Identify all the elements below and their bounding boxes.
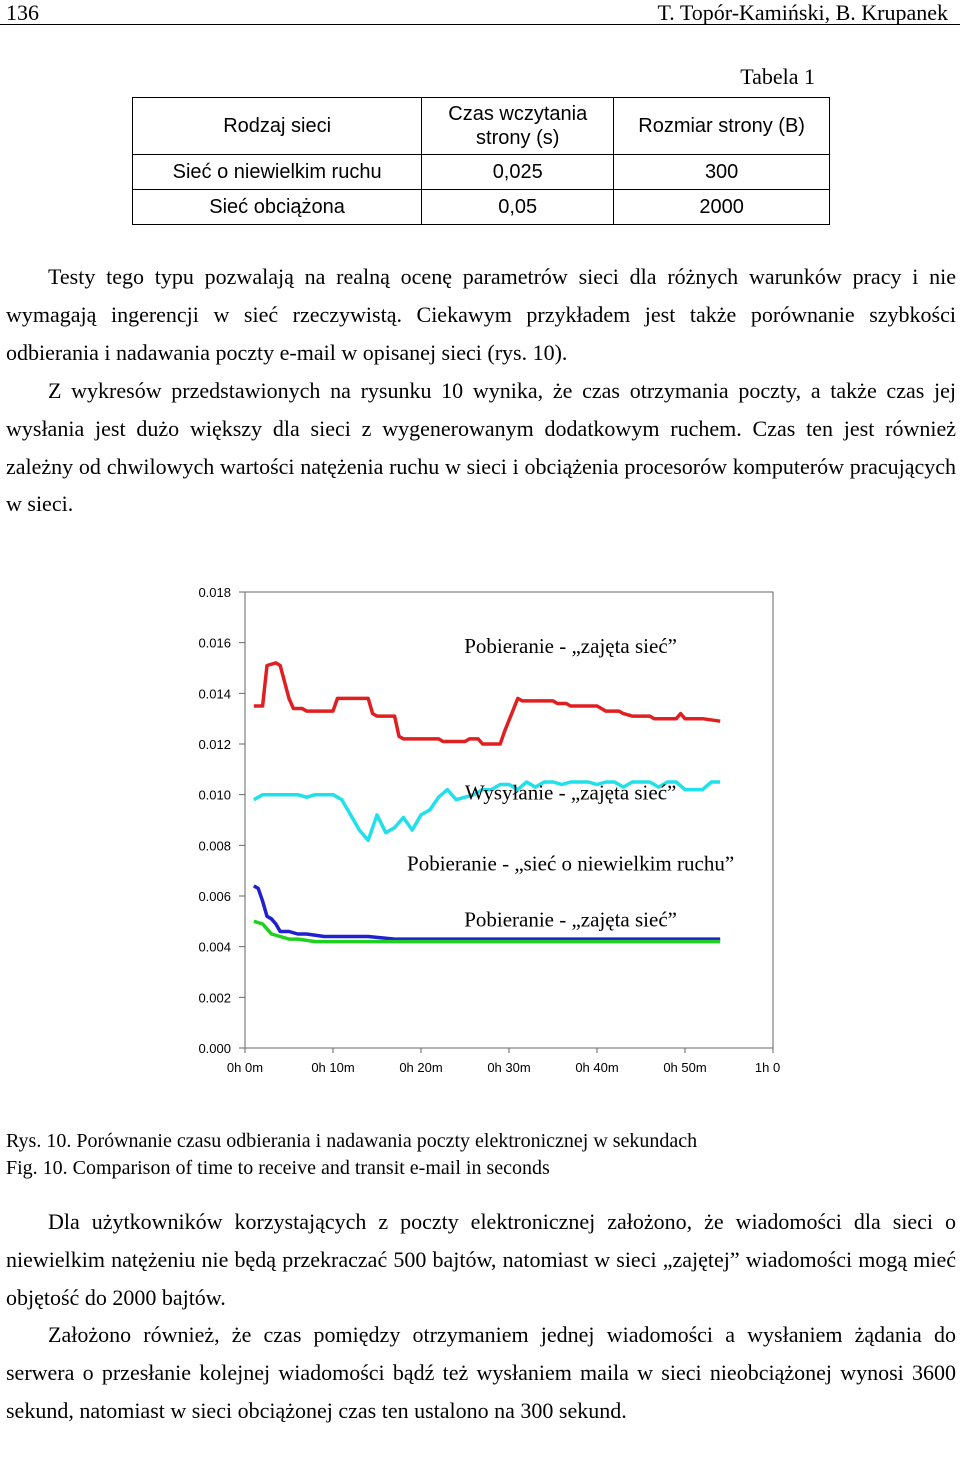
x-tick-label: 1h 0m [755, 1060, 780, 1075]
x-tick-label: 0h 0m [227, 1060, 263, 1075]
y-tick-label: 0.008 [198, 838, 231, 853]
paragraph-4: Założono również, że czas pomiędzy otrzy… [6, 1316, 956, 1429]
table-header-cell: Rozmiar strony (B) [613, 97, 830, 155]
paragraph-3: Dla użytkowników korzystających z poczty… [6, 1203, 956, 1316]
x-tick-label: 0h 30m [487, 1060, 530, 1075]
page-header: 136 T. Topór-Kamiński, B. Krupanek [0, 0, 960, 25]
running-head-authors: T. Topór-Kamiński, B. Krupanek [657, 0, 949, 25]
paragraph-text: Dla użytkowników korzystających z poczty… [6, 1209, 956, 1310]
paragraph-text: Z wykresów przedstawionych na rysunku 10… [6, 378, 956, 517]
figure-caption-pl: Rys. 10. Porównanie czasu odbierania i n… [6, 1130, 698, 1152]
y-tick-label: 0.000 [198, 1041, 231, 1056]
table-cell: Sieć o niewielkim ruchu [131, 154, 423, 190]
y-tick-label: 0.018 [198, 585, 231, 600]
paragraph-text: Założono również, że czas pomiędzy otrzy… [6, 1322, 956, 1423]
y-tick-label: 0.010 [198, 788, 231, 803]
series-annotation: Pobieranie - „zajęta sieć” [464, 634, 677, 658]
y-tick-label: 0.004 [198, 940, 231, 955]
y-tick-label: 0.014 [198, 686, 231, 701]
x-tick-label: 0h 10m [311, 1060, 354, 1075]
paragraph-text: Testy tego typu pozwalają na realną ocen… [6, 264, 956, 365]
y-tick-label: 0.002 [198, 990, 231, 1005]
y-tick-label: 0.012 [198, 737, 231, 752]
series-annotation: Wysyłanie - „zajęta sieć” [465, 781, 677, 805]
table-caption: Tabela 1 [740, 64, 815, 89]
series-line-3 [252, 884, 721, 941]
series-line-1 [253, 661, 721, 746]
table-cell: Sieć obciążona [131, 189, 423, 225]
table-cell: 0,05 [421, 189, 615, 225]
x-tick-label: 0h 50m [663, 1060, 706, 1075]
network-table: Rodzaj sieci Czas wczytania strony (s) R… [131, 97, 830, 225]
table-row: Sieć o niewielkim ruchu 0,025 300 [131, 154, 830, 190]
table-cell: 300 [613, 154, 830, 190]
table-header-cell: Rodzaj sieci [131, 97, 423, 155]
table-cell: 2000 [613, 189, 830, 225]
series-line-2 [252, 780, 721, 843]
paragraph-1: Testy tego typu pozwalają na realną ocen… [6, 258, 956, 371]
x-tick-label: 0h 20m [399, 1060, 442, 1075]
table-cell: 0,025 [421, 154, 615, 190]
series-annotation: Pobieranie - „zajęta sieć” [464, 907, 677, 931]
y-tick-label: 0.016 [198, 636, 231, 651]
table-header-row: Rodzaj sieci Czas wczytania strony (s) R… [131, 97, 830, 155]
series-annotation: Pobieranie - „sieć o niewielkim ruchu” [407, 852, 734, 876]
table-header-cell: Czas wczytania strony (s) [421, 97, 615, 155]
x-tick-label: 0h 40m [575, 1060, 618, 1075]
figure-caption-en: Fig. 10. Comparison of time to receive a… [6, 1157, 550, 1179]
figure-chart: 0.018 0.016 0.014 0.012 0.010 0.008 0.006 0.004… [198, 585, 780, 1075]
paragraph-2: Z wykresów przedstawionych na rysunku 10… [6, 372, 956, 523]
y-tick-label: 0.006 [198, 889, 231, 904]
plot-area [244, 591, 774, 1049]
page-number: 136 [6, 0, 39, 25]
table-row: Sieć obciążona 0,05 2000 [131, 189, 830, 225]
series-line-4 [253, 919, 721, 944]
